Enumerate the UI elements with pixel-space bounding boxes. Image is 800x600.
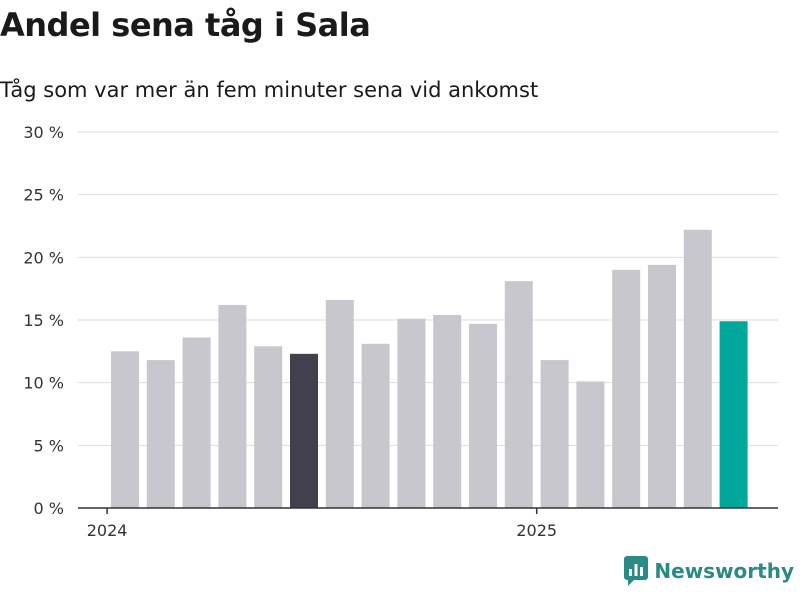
bar-2025-02 <box>576 381 605 508</box>
newsworthy-logo-icon <box>624 556 649 586</box>
bar-2025-03 <box>612 269 641 508</box>
chart-title: Andel sena tåg i Sala <box>0 6 371 44</box>
bar-2024-03 <box>182 337 211 508</box>
y-tick-label: 25 % <box>23 186 64 205</box>
y-tick-label: 30 % <box>23 123 64 142</box>
y-tick-label: 0 % <box>34 499 64 518</box>
bar-2025-01 <box>540 360 569 508</box>
bar-2024-08 <box>361 343 390 508</box>
y-tick-label: 20 % <box>23 248 64 267</box>
bar-2024-12 <box>504 281 533 508</box>
y-tick-label: 10 % <box>23 374 64 393</box>
y-tick-label: 5 % <box>34 436 64 455</box>
bar-2025-04 <box>648 264 676 508</box>
x-tick-label: 2024 <box>87 521 128 540</box>
bar-2024-02 <box>146 360 175 508</box>
bar-2024-10 <box>433 314 462 508</box>
bar-2024-01 <box>111 351 139 508</box>
brand-name: Newsworthy <box>654 559 794 583</box>
chart-subtitle: Tåg som var mer än fem minuter sena vid … <box>0 78 539 102</box>
bar-2025-06 <box>719 321 748 508</box>
bar-2024-07 <box>325 299 354 508</box>
bar-2024-04 <box>218 304 247 508</box>
bar-2025-05 <box>683 229 712 508</box>
brand-logo: Newsworthy <box>624 556 794 586</box>
bar-2024-06 <box>290 353 318 508</box>
bar-2024-09 <box>397 318 426 508</box>
bars <box>111 229 748 508</box>
bar-2024-05 <box>254 346 283 508</box>
x-tick-label: 2025 <box>516 521 557 540</box>
bar-2024-11 <box>469 323 497 508</box>
y-axis-ticks: 0 % 5 % 10 % 15 % 20 % 25 % 30 % <box>23 123 64 518</box>
bar-chart: 0 % 5 % 10 % 15 % 20 % 25 % 30 % 2024 2025 <box>23 123 778 540</box>
x-axis-ticks: 2024 2025 <box>87 508 557 540</box>
y-tick-label: 15 % <box>23 311 64 330</box>
